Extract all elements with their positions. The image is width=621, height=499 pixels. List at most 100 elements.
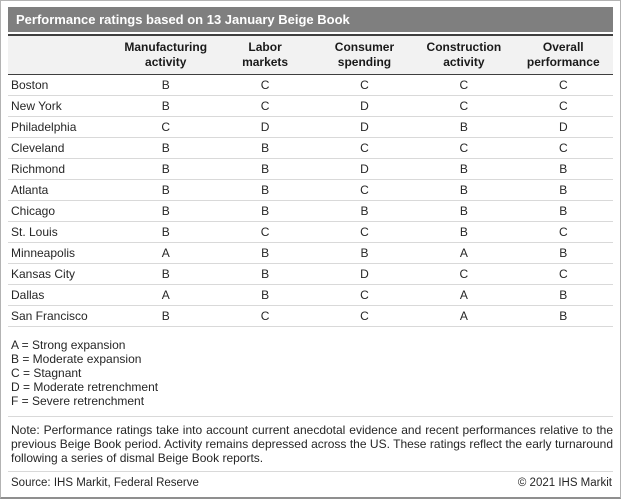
grade-cell: B [513, 305, 613, 327]
grade-cell: A [414, 284, 514, 306]
grade-cell: C [414, 137, 514, 159]
grade-cell: B [414, 158, 514, 180]
grade-cell: C [513, 221, 613, 243]
column-header: Construction activity [414, 34, 514, 75]
grade-cell: B [513, 242, 613, 264]
grade-cell: D [314, 95, 415, 117]
district-column-header [8, 34, 116, 75]
table-row: Kansas City B B D C C [8, 263, 613, 285]
district-label: St. Louis [8, 221, 116, 243]
grade-cell: C [414, 95, 514, 117]
grade-cell: D [314, 158, 415, 180]
legend-line: B = Moderate expansion [11, 352, 142, 366]
grade-cell: C [513, 74, 613, 96]
grade-cell: B [414, 179, 514, 201]
legend-line: F = Severe retrenchment [11, 394, 145, 408]
district-label: Cleveland [8, 137, 116, 159]
grade-cell: B [116, 263, 216, 285]
copyright-text: © 2021 IHS Markit [517, 477, 612, 489]
grade-cell: B [513, 284, 613, 306]
grade-cell: A [116, 242, 216, 264]
grade-cell: B [215, 158, 315, 180]
table-row: Philadelphia C D D B D [8, 116, 613, 138]
grade-cell: C [513, 137, 613, 159]
legend-line: D = Moderate retrenchment [11, 380, 159, 394]
note-text: Note: Performance ratings take into acco… [8, 416, 613, 471]
grade-cell: C [215, 221, 315, 243]
grade-cell: B [116, 305, 216, 327]
grade-cell: B [414, 116, 514, 138]
column-header: Consumer spending [314, 34, 415, 75]
source-text: Source: IHS Markit, Federal Reserve [11, 477, 199, 489]
grade-cell: B [215, 284, 315, 306]
grade-cell: B [513, 200, 613, 222]
grade-cell: B [215, 179, 315, 201]
table-row: Minneapolis A B B A B [8, 242, 613, 264]
grade-cell: B [215, 263, 315, 285]
grade-cell: C [314, 305, 415, 327]
grade-cell: C [414, 74, 514, 96]
district-label: Chicago [8, 200, 116, 222]
grade-cell: B [215, 137, 315, 159]
table-row: New York B C D C C [8, 95, 613, 117]
grade-cell: B [215, 242, 315, 264]
grade-cell: A [116, 284, 216, 306]
grade-cell: C [314, 221, 415, 243]
rating-scale-legend: A = Strong expansion B = Moderate expansi… [8, 338, 613, 408]
page-title: Performance ratings based on 13 January … [8, 7, 613, 32]
ratings-table: Manufacturing activity Labor markets Consu… [8, 34, 613, 327]
grade-cell: C [513, 263, 613, 285]
grade-cell: B [414, 200, 514, 222]
table-row: Dallas A B C A B [8, 284, 613, 306]
grade-cell: D [314, 116, 415, 138]
grade-cell: B [116, 137, 216, 159]
grade-cell: C [314, 284, 415, 306]
grade-cell: B [414, 221, 514, 243]
table-row: Boston B C C C C [8, 74, 613, 96]
district-label: Atlanta [8, 179, 116, 201]
table-row: Chicago B B B B B [8, 200, 613, 222]
table-row: Richmond B B D B B [8, 158, 613, 180]
column-header: Labor markets [215, 34, 315, 75]
grade-cell: B [314, 242, 415, 264]
grade-cell: D [314, 263, 415, 285]
district-label: Philadelphia [8, 116, 116, 138]
grade-cell: B [116, 158, 216, 180]
table-row: Cleveland B B C C C [8, 137, 613, 159]
grade-cell: A [414, 242, 514, 264]
legend-line: A = Strong expansion [11, 338, 126, 352]
grade-cell: C [215, 305, 315, 327]
grade-cell: C [215, 74, 315, 96]
district-label: Boston [8, 74, 116, 96]
grade-cell: C [314, 74, 415, 96]
grade-cell: B [116, 74, 216, 96]
grade-cell: B [215, 200, 315, 222]
column-header: Overall performance [513, 34, 613, 75]
column-header: Manufacturing activity [116, 34, 216, 75]
table-row: Atlanta B B C B B [8, 179, 613, 201]
grade-cell: C [513, 95, 613, 117]
grade-cell: B [513, 179, 613, 201]
district-label: Richmond [8, 158, 116, 180]
grade-cell: D [513, 116, 613, 138]
grade-cell: C [116, 116, 216, 138]
grade-cell: B [116, 179, 216, 201]
source-bar: Source: IHS Markit, Federal Reserve © 20… [8, 471, 613, 490]
district-label: Dallas [8, 284, 116, 306]
district-label: New York [8, 95, 116, 117]
grade-cell: C [314, 179, 415, 201]
grade-cell: B [116, 200, 216, 222]
district-label: San Francisco [8, 305, 116, 327]
table-row: San Francisco B C C A B [8, 305, 613, 327]
ratings-table-head-row: Manufacturing activity Labor markets Consu… [8, 34, 613, 75]
grade-cell: B [513, 158, 613, 180]
grade-cell: B [116, 95, 216, 117]
grade-cell: D [215, 116, 315, 138]
table-row: St. Louis B C C B C [8, 221, 613, 243]
district-label: Kansas City [8, 263, 116, 285]
grade-cell: A [414, 305, 514, 327]
grade-cell: B [314, 200, 415, 222]
grade-cell: C [215, 95, 315, 117]
grade-cell: C [414, 263, 514, 285]
